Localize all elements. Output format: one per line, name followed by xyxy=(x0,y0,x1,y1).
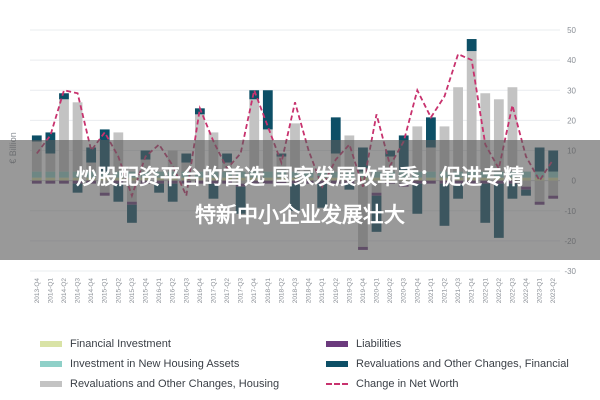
x-tick-label: 2019-Q3 xyxy=(346,278,353,304)
x-tick-label: 2017-Q3 xyxy=(238,278,245,304)
legend-label: Revaluations and Other Changes, Financia… xyxy=(356,358,569,370)
x-tick-label: 2020-Q3 xyxy=(401,278,408,304)
x-tick-label: 2017-Q2 xyxy=(224,278,231,304)
x-tick-label: 2023-Q1 xyxy=(537,278,544,304)
net-worth-line xyxy=(36,52,554,199)
line-series xyxy=(36,52,554,199)
x-tick-label: 2020-Q2 xyxy=(387,278,394,304)
x-tick-label: 2020-Q1 xyxy=(374,278,381,304)
bar-segment xyxy=(262,90,273,130)
x-tick-label: 2022-Q1 xyxy=(482,278,489,304)
x-tick-label: 2022-Q2 xyxy=(496,278,503,304)
y-tick-label: 20 xyxy=(567,116,576,125)
x-tick-label: 2021-Q3 xyxy=(455,278,462,304)
news-banner-overlay[interactable]: 炒股配资平台的首选 国家发展改革委：促进专精 特新中小企业发展壮大 xyxy=(0,140,600,260)
legend-label: Investment in New Housing Assets xyxy=(70,358,240,370)
x-tick-label: 2021-Q1 xyxy=(428,278,435,304)
legend-swatch xyxy=(326,383,348,385)
x-tick-label: 2015-Q2 xyxy=(115,278,122,304)
legend-item-revaluations-housing: Revaluations and Other Changes, Housing xyxy=(40,376,279,392)
x-tick-label: 2018-Q2 xyxy=(278,278,285,304)
bar-segment xyxy=(466,51,477,172)
legend-label: Financial Investment xyxy=(70,338,171,350)
x-tick-label: 2023-Q2 xyxy=(550,278,557,304)
y-tick-label: -30 xyxy=(564,267,576,276)
x-tick-label: 2016-Q4 xyxy=(197,278,204,304)
legend-item-revaluations-financial: Revaluations and Other Changes, Financia… xyxy=(326,356,569,372)
bar-segment xyxy=(453,87,463,172)
x-tick-label: 2017-Q1 xyxy=(210,278,217,304)
bar-segment xyxy=(249,90,260,100)
legend-item-investment-new-housing: Investment in New Housing Assets xyxy=(40,356,239,372)
legend-swatch xyxy=(326,361,348,367)
legend-item-change-net-worth: Change in Net Worth xyxy=(326,376,459,392)
legend-item-liabilities: Liabilities xyxy=(326,336,401,352)
legend-swatch xyxy=(40,381,62,387)
legend-label: Liabilities xyxy=(356,338,402,350)
x-tick-label: 2015-Q3 xyxy=(129,278,136,304)
x-tick-label: 2018-Q4 xyxy=(306,278,313,304)
bar-segment xyxy=(194,108,205,115)
x-tick-label: 2022-Q3 xyxy=(509,278,516,304)
x-tick-label: 2014-Q2 xyxy=(61,278,68,304)
bar-segment xyxy=(59,93,69,100)
x-tick-label: 2016-Q3 xyxy=(183,278,190,304)
bar-segment xyxy=(426,117,436,148)
y-tick-label: 50 xyxy=(567,26,576,35)
x-tick-labels: 2013-Q4 2014-Q1 2014-Q2 2014-Q3 2014-Q4 2015-… xyxy=(34,278,557,304)
legend-label: Revaluations and Other Changes, Housing xyxy=(70,378,280,390)
legend-swatch xyxy=(40,341,62,347)
x-tick-label: 2014-Q4 xyxy=(88,278,95,304)
x-tick-label: 2016-Q1 xyxy=(156,278,163,304)
x-tick-label: 2020-Q4 xyxy=(414,278,421,304)
y-tick-label: 30 xyxy=(567,86,576,95)
x-tick-label: 2016-Q2 xyxy=(170,278,177,304)
bar-segment xyxy=(507,87,518,172)
x-tick-label: 2018-Q1 xyxy=(265,278,272,304)
x-tick-label: 2022-Q4 xyxy=(523,278,530,304)
x-tick-label: 2015-Q4 xyxy=(143,278,150,304)
bar-segment xyxy=(480,93,491,172)
bar-segment xyxy=(466,39,477,52)
y-tick-label: 40 xyxy=(567,56,576,65)
bar-segment xyxy=(330,117,341,154)
x-tick-label: 2021-Q4 xyxy=(469,278,476,304)
bar-segment xyxy=(249,99,260,172)
legend-swatch xyxy=(40,361,62,367)
x-tick-label: 2013-Q4 xyxy=(34,278,41,304)
x-tick-label: 2021-Q2 xyxy=(441,278,448,304)
x-tick-label: 2019-Q2 xyxy=(333,278,340,304)
legend-item-financial-investment: Financial Investment xyxy=(40,336,171,352)
x-tick-label: 2014-Q3 xyxy=(75,278,82,304)
legend: Financial Investment Investment in New H… xyxy=(0,334,600,400)
banner-line-2: 特新中小企业发展壮大 xyxy=(195,203,405,227)
legend-swatch xyxy=(326,341,348,347)
x-tick-label: 2015-Q1 xyxy=(102,278,109,304)
x-tick-label: 2018-Q3 xyxy=(292,278,299,304)
legend-label: Change in Net Worth xyxy=(356,378,459,390)
banner-line-1: 炒股配资平台的首选 国家发展改革委：促进专精 xyxy=(75,165,525,189)
x-tick-label: 2014-Q1 xyxy=(47,278,54,304)
bar-segment xyxy=(72,102,83,172)
x-tick-label: 2019-Q4 xyxy=(360,278,367,304)
x-tick-label: 2019-Q1 xyxy=(319,278,326,304)
bar-segment xyxy=(59,99,69,172)
x-tick-label: 2017-Q4 xyxy=(251,278,258,304)
bar-segment xyxy=(493,99,504,172)
bar-segment xyxy=(31,135,42,142)
